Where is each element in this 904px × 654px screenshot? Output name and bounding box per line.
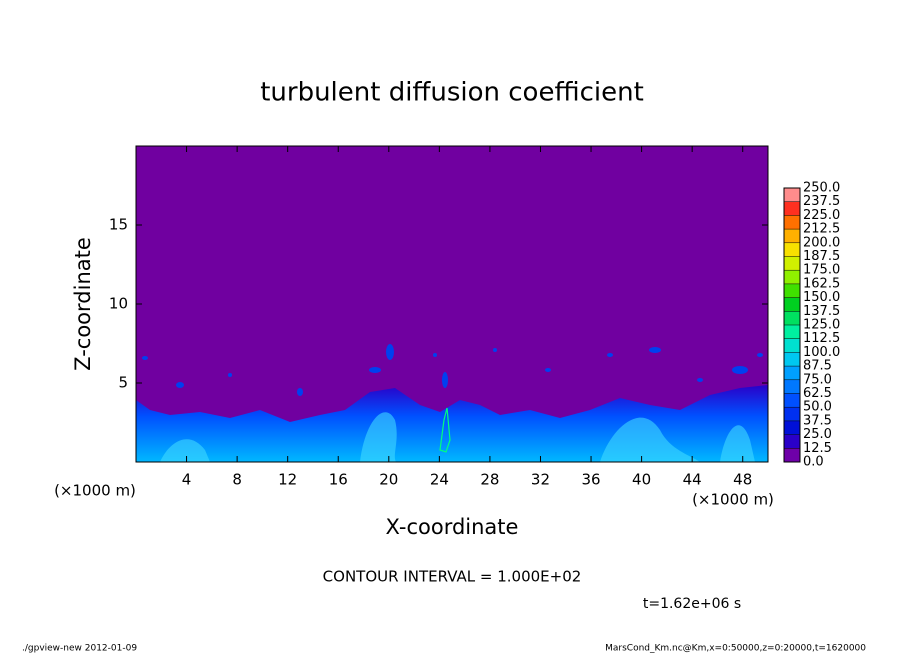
colorbar-bin: [784, 188, 800, 202]
x-axis-title: X-coordinate: [386, 515, 519, 539]
colorbar-label: 137.5: [803, 304, 840, 319]
x-tick-label: 20: [379, 471, 398, 489]
turbulent-plumes: [160, 412, 755, 462]
y-axis-title: Z-coordinate: [71, 237, 95, 371]
colorbar-label: 87.5: [803, 359, 832, 374]
colorbar-bin: [784, 242, 800, 257]
x-tick-label: 24: [430, 471, 449, 489]
footer-left: ./gpview-new 2012-01-09: [22, 644, 137, 654]
colorbar-label: 37.5: [803, 413, 832, 428]
colorbar-bin: [784, 434, 800, 449]
colorbar-bin: [784, 393, 800, 408]
contour-interval: CONTOUR INTERVAL = 1.000E+02: [323, 568, 582, 586]
colorbar-bin: [784, 229, 800, 243]
x-tick-label: 12: [278, 471, 297, 489]
colorbar-label: 212.5: [803, 222, 840, 237]
colorbar-bin: [784, 420, 800, 435]
turbulent-blobs: [142, 344, 763, 396]
colorbar-label: 162.5: [803, 276, 840, 291]
colorbar-label: 50.0: [803, 400, 832, 415]
y-unit-label: (×1000 m): [692, 491, 774, 509]
x-tick-label: 32: [531, 471, 550, 489]
colorbar-bin: [784, 448, 800, 462]
colorbar-label: 237.5: [803, 194, 840, 209]
colorbar-bin: [784, 338, 800, 353]
x-tick-label: 40: [632, 471, 651, 489]
colorbar-label: 175.0: [803, 263, 840, 278]
colorbar-label: 250.0: [803, 181, 840, 196]
x-tick-label: 44: [683, 471, 702, 489]
colorbar-label: 125.0: [803, 318, 840, 333]
colorbar-label: 150.0: [803, 290, 840, 305]
colorbar-label: 12.5: [803, 441, 832, 456]
colorbar-bin: [784, 256, 800, 271]
contour-line: [439, 407, 451, 453]
chart-title: turbulent diffusion coefficient: [260, 78, 644, 108]
y-tick-label: 10: [109, 295, 128, 313]
x-tick-label: 8: [232, 471, 242, 489]
colorbar-label: 187.5: [803, 249, 840, 264]
colorbar-bin: [784, 270, 800, 284]
x-tick-label: 4: [182, 471, 192, 489]
colorbar-bin: [784, 201, 800, 216]
colorbar-bin: [784, 311, 800, 325]
y-tick-label: 15: [109, 216, 128, 234]
y-tick-label: 5: [118, 374, 128, 392]
colorbar-label: 0.0: [803, 455, 824, 470]
colorbar-label: 112.5: [803, 331, 840, 346]
colorbar-label: 62.5: [803, 386, 832, 401]
colorbar-bin: [784, 215, 800, 230]
colorbar-bin: [784, 283, 800, 298]
colorbar-label: 75.0: [803, 372, 832, 387]
colorbar-bin: [784, 366, 800, 380]
colorbar-bin: [784, 407, 800, 421]
colorbar-bin: [784, 352, 800, 367]
colorbar-label: 200.0: [803, 235, 840, 250]
colorbar-label: 25.0: [803, 427, 832, 442]
colorbar-bin: [784, 325, 800, 339]
x-tick-label: 16: [329, 471, 348, 489]
x-tick-label: 28: [480, 471, 499, 489]
footer-right: MarsCond_Km.nc@Km,x=0:50000,z=0:20000,t=…: [605, 644, 866, 654]
x-tick-label: 48: [733, 471, 752, 489]
colorbar-label: 225.0: [803, 208, 840, 223]
colorbar-bin: [784, 297, 800, 312]
colorbar-label: 100.0: [803, 345, 840, 360]
x-tick-label: 36: [581, 471, 600, 489]
time-label: t=1.62e+06 s: [643, 596, 741, 612]
colorbar-bin: [784, 379, 800, 394]
x-unit-label: (×1000 m): [54, 482, 136, 500]
